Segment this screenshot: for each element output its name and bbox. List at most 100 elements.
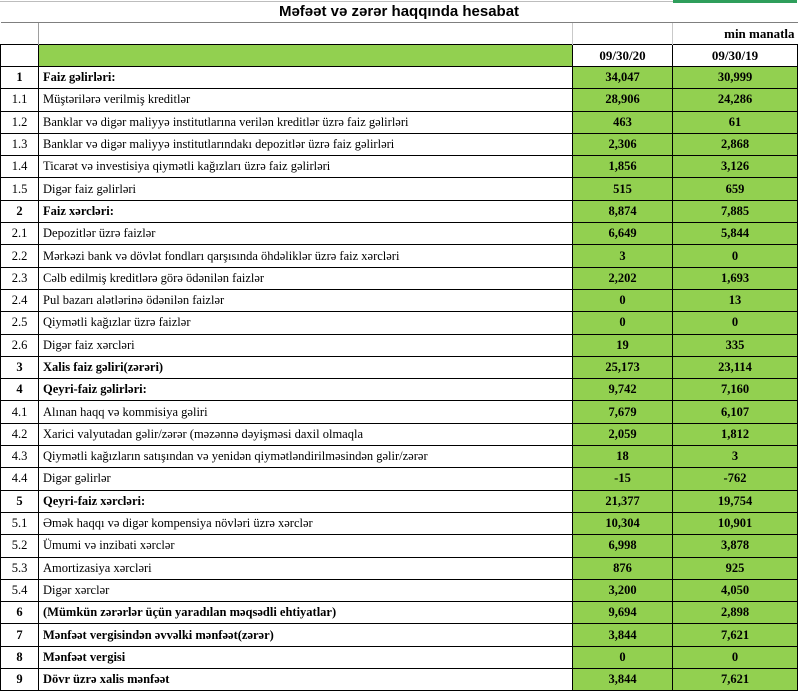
table-row: 2.6 Digər faiz xərcləri 19 335 [0,333,799,357]
value-period-1: 1,856 [572,155,673,179]
row-label: Amortizasiya xərcləri [38,556,573,580]
row-label: Ümumi və inzibati xərclər [38,534,573,558]
value-period-1: 10,304 [572,511,673,536]
value-period-1: 3,844 [572,623,673,647]
value-period-1: 2,059 [572,422,673,447]
value-period-2: 30,999 [671,65,799,90]
row-number: 3 [0,355,39,380]
table-row: 1 Faiz gəlirləri: 34,047 30,999 [0,65,799,90]
row-number: 2.6 [0,333,39,357]
value-period-2: 0 [671,645,799,670]
row-label: Faiz gəlirləri: [38,65,573,90]
title-row: Məfəət və zərər haqqında hesabat [0,2,798,23]
row-number: 7 [0,623,39,647]
table-row: 1.5 Digər faiz gəlirləri 515 659 [0,177,799,201]
table-row: 7 Mənfəət vergisindən əvvəlki mənfəət(zər… [0,623,799,647]
row-number: 2 [0,199,39,224]
row-label: Mərkəzi bank və dövlət fondları qarşısın… [38,244,573,268]
row-label: (Mümkün zərərlər üçün yaradılan məqsədli… [38,601,573,625]
table-row: 2 Faiz xərcləri: 8,874 7,885 [0,199,799,224]
value-period-1: 25,173 [572,355,673,380]
unit-label: min manatla [724,25,795,41]
value-period-1: 0 [572,288,673,313]
table-row: 5 Qeyri-faiz xərcləri: 21,377 19,754 [0,489,799,513]
value-period-2: 23,114 [671,355,799,380]
table-row: 5.4 Digər xərclər 3,200 4,050 [0,578,799,603]
sheet-top-gridline [0,1,674,2]
row-label: Qeyri-faiz gəlirləri: [38,378,573,402]
row-number: 5.4 [0,578,39,603]
value-period-1: 876 [572,556,673,580]
row-number: 6 [0,601,39,625]
column-header-period-2: 09/30/19 [671,44,799,67]
row-label: Dövr üzrə xalis mənfəət [38,668,573,691]
value-period-2: 10,901 [671,511,799,536]
table-row: 5.1 Əmək haqqı və digər kompensiya növlər… [0,511,799,536]
row-label: Digər faiz xərcləri [38,333,573,357]
table-row: 2.1 Depozitlər üzrə faizlər 6,649 5,844 [0,222,799,246]
value-period-1: 34,047 [572,65,673,90]
value-period-1: 21,377 [572,489,673,513]
value-period-1: 9,742 [572,378,673,402]
table-row: 5.3 Amortizasiya xərcləri 876 925 [0,556,799,580]
row-number: 5.3 [0,556,39,580]
table-row: 1.3 Banklar və digər maliyyə institutları… [0,132,799,157]
column-header-row: 09/30/20 09/30/19 [0,44,799,67]
row-number: 1.1 [0,88,39,112]
row-label: Digər faiz gəlirləri [38,177,573,201]
value-period-2: 0 [671,244,799,268]
row-number: 4.1 [0,400,39,424]
value-period-2: 61 [671,110,799,134]
value-period-1: 2,202 [572,266,673,290]
row-label: Qeyri-faiz xərcləri: [38,489,573,513]
table-row: 4.4 Digər gəlirlər -15 -762 [0,467,799,491]
row-label: Xarici valyutadan gəlir/zərər (məzənnə d… [38,422,573,447]
table-row: 1.4 Ticarət və investisiya qiymətli kağız… [0,155,799,179]
row-number: 1.3 [0,132,39,157]
row-number: 2.3 [0,266,39,290]
row-label: Banklar və digər maliyyə institutlarına … [38,110,573,134]
table-row: 2.5 Qiymətli kağızlar üzrə faizlər 0 0 [0,311,799,335]
value-period-1: 3,844 [572,668,673,691]
table-row: 2.4 Pul bazarı alətlərinə ödənilən faizlə… [0,288,799,313]
value-period-2: 4,050 [671,578,799,603]
excel-accent-strip [673,0,797,3]
value-period-2: 3 [671,445,799,469]
value-period-2: 3,878 [671,534,799,558]
value-period-1: 0 [572,311,673,335]
row-label: Faiz xərcləri: [38,199,573,224]
value-period-1: 7,679 [572,400,673,424]
row-label: Əmək haqqı və digər kompensiya növləri ü… [38,511,573,536]
row-label: Ticarət və investisiya qiymətli kağızlar… [38,155,573,179]
row-number: 4.2 [0,422,39,447]
table-row: 9 Dövr üzrə xalis mənfəət 3,844 7,621 [0,668,799,691]
value-period-2: 659 [671,177,799,201]
table-body: 1 Faiz gəlirləri: 34,047 30,999 1.1 Müştərilə… [0,65,799,691]
row-label: Mənfəət vergisi [38,645,573,670]
value-period-1: 3 [572,244,673,268]
row-label: Müştərilərə verilmiş kreditlər [38,88,573,112]
value-period-1: 8,874 [572,199,673,224]
unit-row-spacer-c [572,22,673,45]
table-row: 4 Qeyri-faiz gəlirləri: 9,742 7,160 [0,378,799,402]
unit-row-spacer-b [38,22,573,45]
value-period-1: 6,649 [572,222,673,246]
value-period-2: 6,107 [671,400,799,424]
value-period-2: 7,621 [671,668,799,691]
value-period-2: 7,885 [671,199,799,224]
unit-row-spacer-a [0,22,39,45]
row-number: 1.5 [0,177,39,201]
value-period-2: 0 [671,311,799,335]
row-label: Depozitlər üzrə faizlər [38,222,573,246]
row-number: 1.2 [0,110,39,134]
value-period-2: 7,160 [671,378,799,402]
value-period-1: -15 [572,467,673,491]
row-number: 2.1 [0,222,39,246]
table-row: 8 Mənfəət vergisi 0 0 [0,645,799,670]
table-row: 5.2 Ümumi və inzibati xərclər 6,998 3,878 [0,534,799,558]
value-period-2: 2,898 [671,601,799,625]
value-period-2: 7,621 [671,623,799,647]
row-number: 1 [0,65,39,90]
